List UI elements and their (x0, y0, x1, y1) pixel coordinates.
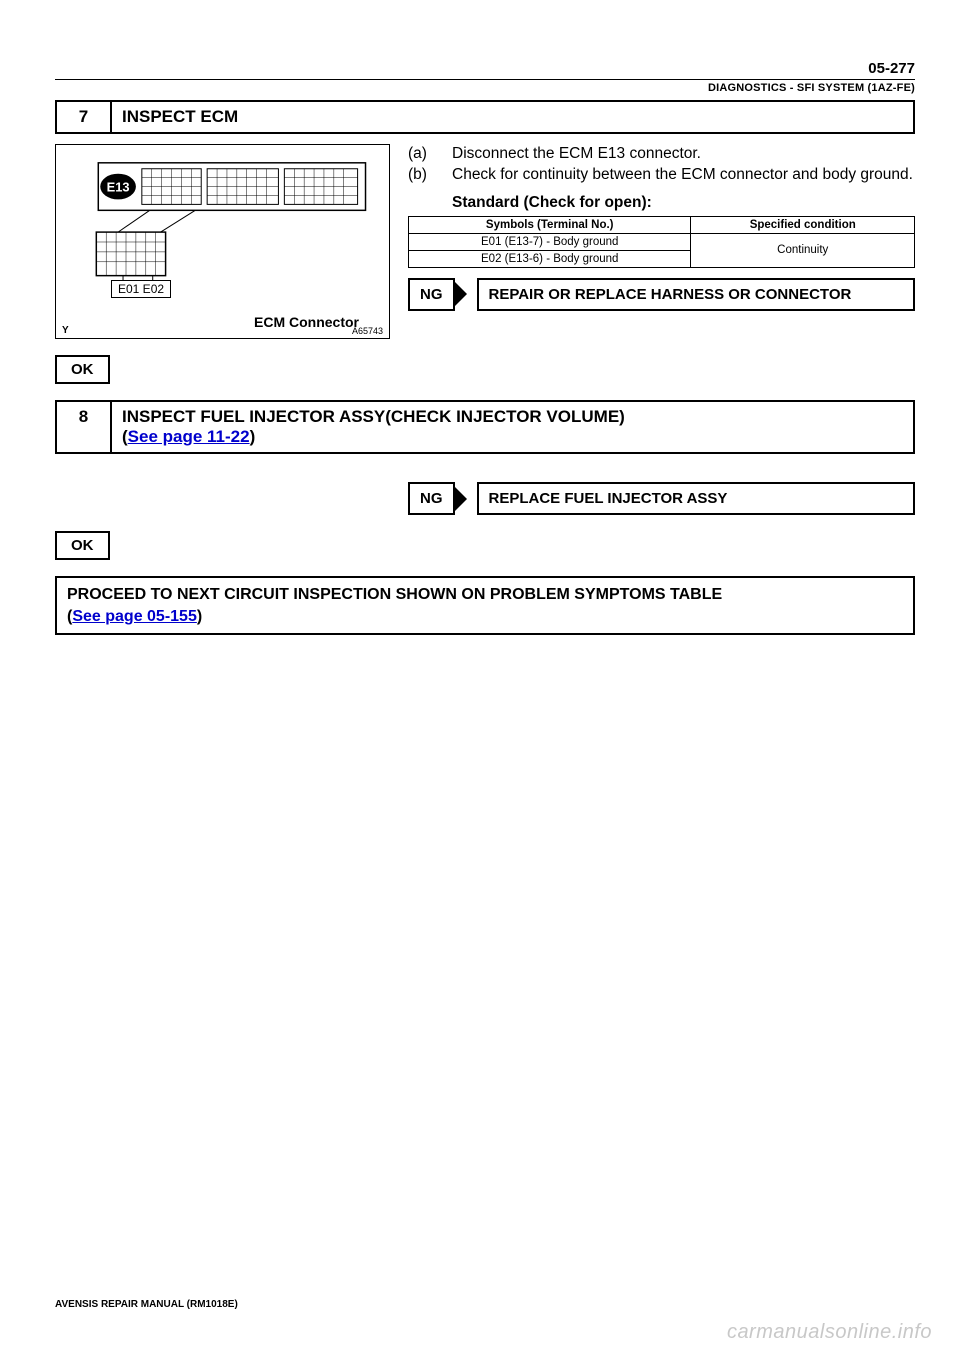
page-header: 05-277 DIAGNOSTICS - SFI SYSTEM (1AZ-FE) (55, 60, 915, 94)
ng-action: REPLACE FUEL INJECTOR ASSY (477, 482, 916, 515)
document-title: DIAGNOSTICS - SFI SYSTEM (1AZ-FE) (708, 82, 915, 94)
ng-action: REPAIR OR REPLACE HARNESS OR CONNECTOR (477, 278, 916, 311)
proceed-box: PROCEED TO NEXT CIRCUIT INSPECTION SHOWN… (55, 576, 915, 635)
inst-label: (b) (408, 165, 434, 186)
step-8-ok: OK (55, 531, 110, 560)
ecm-diagram-svg: E13 (56, 145, 389, 338)
page-number: 05-277 (868, 60, 915, 77)
step-8-bar: 8 INSPECT FUEL INJECTOR ASSY(CHECK INJEC… (55, 400, 915, 454)
step-7-ng-row: NG REPAIR OR REPLACE HARNESS OR CONNECTO… (408, 278, 915, 311)
step-7-ok: OK (55, 355, 110, 384)
svg-text:E13: E13 (107, 180, 130, 195)
pin-labels: E01 E02 (111, 280, 171, 298)
col-symbols: Symbols (Terminal No.) (409, 216, 691, 233)
step-8-title-text: INSPECT FUEL INJECTOR ASSY(CHECK INJECTO… (122, 407, 625, 426)
proceed-text: PROCEED TO NEXT CIRCUIT INSPECTION SHOWN… (67, 586, 722, 603)
cell-symbol-2: E02 (E13-6) - Body ground (409, 250, 691, 267)
step-8-number: 8 (57, 402, 112, 452)
link-close: ) (250, 427, 256, 446)
table-header-row: Symbols (Terminal No.) Specified conditi… (409, 216, 915, 233)
inst-text: Check for continuity between the ECM con… (452, 165, 913, 186)
step-7-bar: 7 INSPECT ECM (55, 100, 915, 134)
instruction-list: (a) Disconnect the ECM E13 connector. (b… (408, 144, 915, 186)
step-7-body: E13 E01 E02 ECM Connector A65743 Y (55, 144, 915, 339)
see-page-link[interactable]: See page 11-22 (128, 427, 250, 446)
link-close: ) (197, 608, 202, 625)
spec-table: Symbols (Terminal No.) Specified conditi… (408, 216, 915, 268)
step-7-text: (a) Disconnect the ECM E13 connector. (b… (408, 144, 915, 339)
step-8-title: INSPECT FUEL INJECTOR ASSY(CHECK INJECTO… (112, 402, 913, 452)
table-row: E01 (E13-7) - Body ground Continuity (409, 233, 915, 250)
ecm-diagram: E13 E01 E02 ECM Connector A65743 Y (55, 144, 390, 339)
col-condition: Specified condition (691, 216, 915, 233)
instruction-a: (a) Disconnect the ECM E13 connector. (408, 144, 915, 165)
y-label: Y (62, 325, 69, 336)
inst-label: (a) (408, 144, 434, 165)
diagram-caption: ECM Connector (254, 314, 359, 330)
arrow-icon (453, 280, 467, 308)
inst-text: Disconnect the ECM E13 connector. (452, 144, 701, 165)
instruction-b: (b) Check for continuity between the ECM… (408, 165, 915, 186)
cell-symbol-1: E01 (E13-7) - Body ground (409, 233, 691, 250)
ng-label: NG (408, 482, 455, 515)
figure-id: A65743 (352, 326, 383, 336)
watermark: carmanualsonline.info (727, 1321, 932, 1344)
page: 05-277 DIAGNOSTICS - SFI SYSTEM (1AZ-FE)… (0, 0, 960, 1358)
step-7-number: 7 (57, 102, 112, 132)
arrow-icon (453, 485, 467, 513)
step-7-title: INSPECT ECM (112, 102, 913, 132)
standard-title: Standard (Check for open): (452, 194, 915, 212)
footer-text: AVENSIS REPAIR MANUAL (RM1018E) (55, 1299, 238, 1310)
cell-condition: Continuity (691, 233, 915, 267)
ng-label: NG (408, 278, 455, 311)
see-page-link[interactable]: See page 05-155 (72, 608, 197, 625)
header-rule (55, 79, 915, 80)
step-8-ng-row: NG REPLACE FUEL INJECTOR ASSY (408, 482, 915, 515)
